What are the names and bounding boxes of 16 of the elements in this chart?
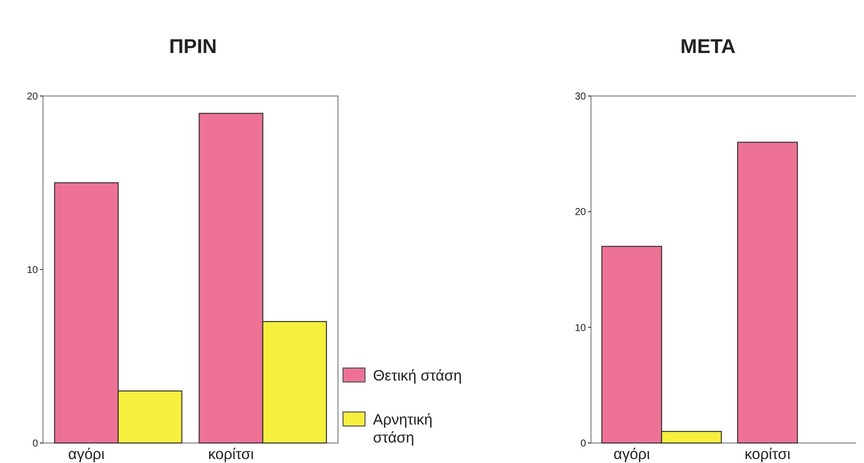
y-tick-label: 10 [26,265,38,276]
x-tick-label: αγόρι [614,446,650,463]
y-tick-label: 0 [580,438,586,450]
chart-title: ΜΕΤΑ [680,36,736,58]
x-tick-label: αγόρι [68,446,105,463]
x-tick-label: κορίτσι [208,446,254,463]
chart-title: ΠΡΙΝ [169,36,217,58]
y-tick-label: 0 [32,438,38,450]
x-tick-label: κορίτσι [744,446,790,463]
bar [737,142,798,444]
legend-label: Αρνητική στάση [373,411,432,446]
legend-label: Θετική στάση [373,367,462,384]
y-tick-label: 30 [574,92,586,102]
y-tick-label: 20 [574,207,586,218]
y-tick-label: 10 [574,322,586,334]
y-tick-label: 20 [26,92,38,102]
